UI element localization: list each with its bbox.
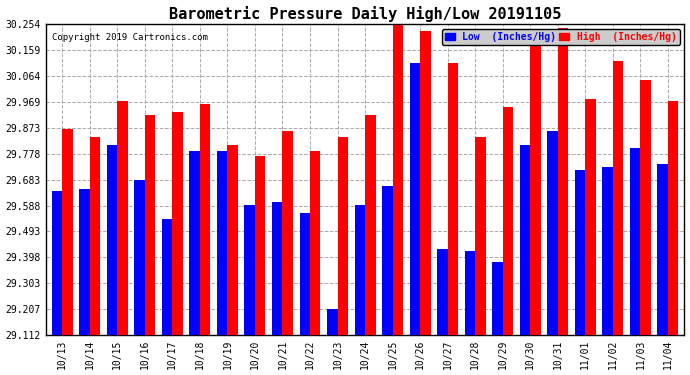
- Bar: [420, 31, 431, 335]
- Bar: [145, 115, 155, 335]
- Bar: [189, 150, 200, 335]
- Bar: [668, 102, 678, 335]
- Bar: [613, 61, 623, 335]
- Bar: [530, 36, 541, 335]
- Bar: [90, 137, 100, 335]
- Bar: [162, 219, 172, 335]
- Bar: [172, 112, 183, 335]
- Legend: Low  (Inches/Hg), High  (Inches/Hg): Low (Inches/Hg), High (Inches/Hg): [442, 29, 680, 45]
- Bar: [630, 148, 640, 335]
- Bar: [393, 25, 403, 335]
- Bar: [602, 167, 613, 335]
- Bar: [117, 102, 128, 335]
- Bar: [575, 170, 585, 335]
- Bar: [272, 202, 282, 335]
- Bar: [79, 189, 90, 335]
- Bar: [640, 80, 651, 335]
- Bar: [244, 205, 255, 335]
- Bar: [228, 145, 238, 335]
- Bar: [217, 150, 228, 335]
- Bar: [200, 104, 210, 335]
- Bar: [520, 145, 530, 335]
- Bar: [585, 99, 595, 335]
- Bar: [282, 132, 293, 335]
- Bar: [107, 145, 117, 335]
- Bar: [62, 129, 72, 335]
- Bar: [327, 309, 337, 335]
- Bar: [255, 156, 266, 335]
- Bar: [299, 213, 310, 335]
- Bar: [437, 249, 448, 335]
- Bar: [365, 115, 375, 335]
- Bar: [465, 251, 475, 335]
- Bar: [410, 63, 420, 335]
- Bar: [448, 63, 458, 335]
- Bar: [558, 28, 569, 335]
- Title: Barometric Pressure Daily High/Low 20191105: Barometric Pressure Daily High/Low 20191…: [169, 6, 561, 21]
- Bar: [547, 132, 558, 335]
- Bar: [658, 164, 668, 335]
- Bar: [492, 262, 503, 335]
- Bar: [135, 180, 145, 335]
- Bar: [475, 137, 486, 335]
- Text: Copyright 2019 Cartronics.com: Copyright 2019 Cartronics.com: [52, 33, 208, 42]
- Bar: [337, 137, 348, 335]
- Bar: [355, 205, 365, 335]
- Bar: [52, 191, 62, 335]
- Bar: [503, 107, 513, 335]
- Bar: [382, 186, 393, 335]
- Bar: [310, 150, 320, 335]
